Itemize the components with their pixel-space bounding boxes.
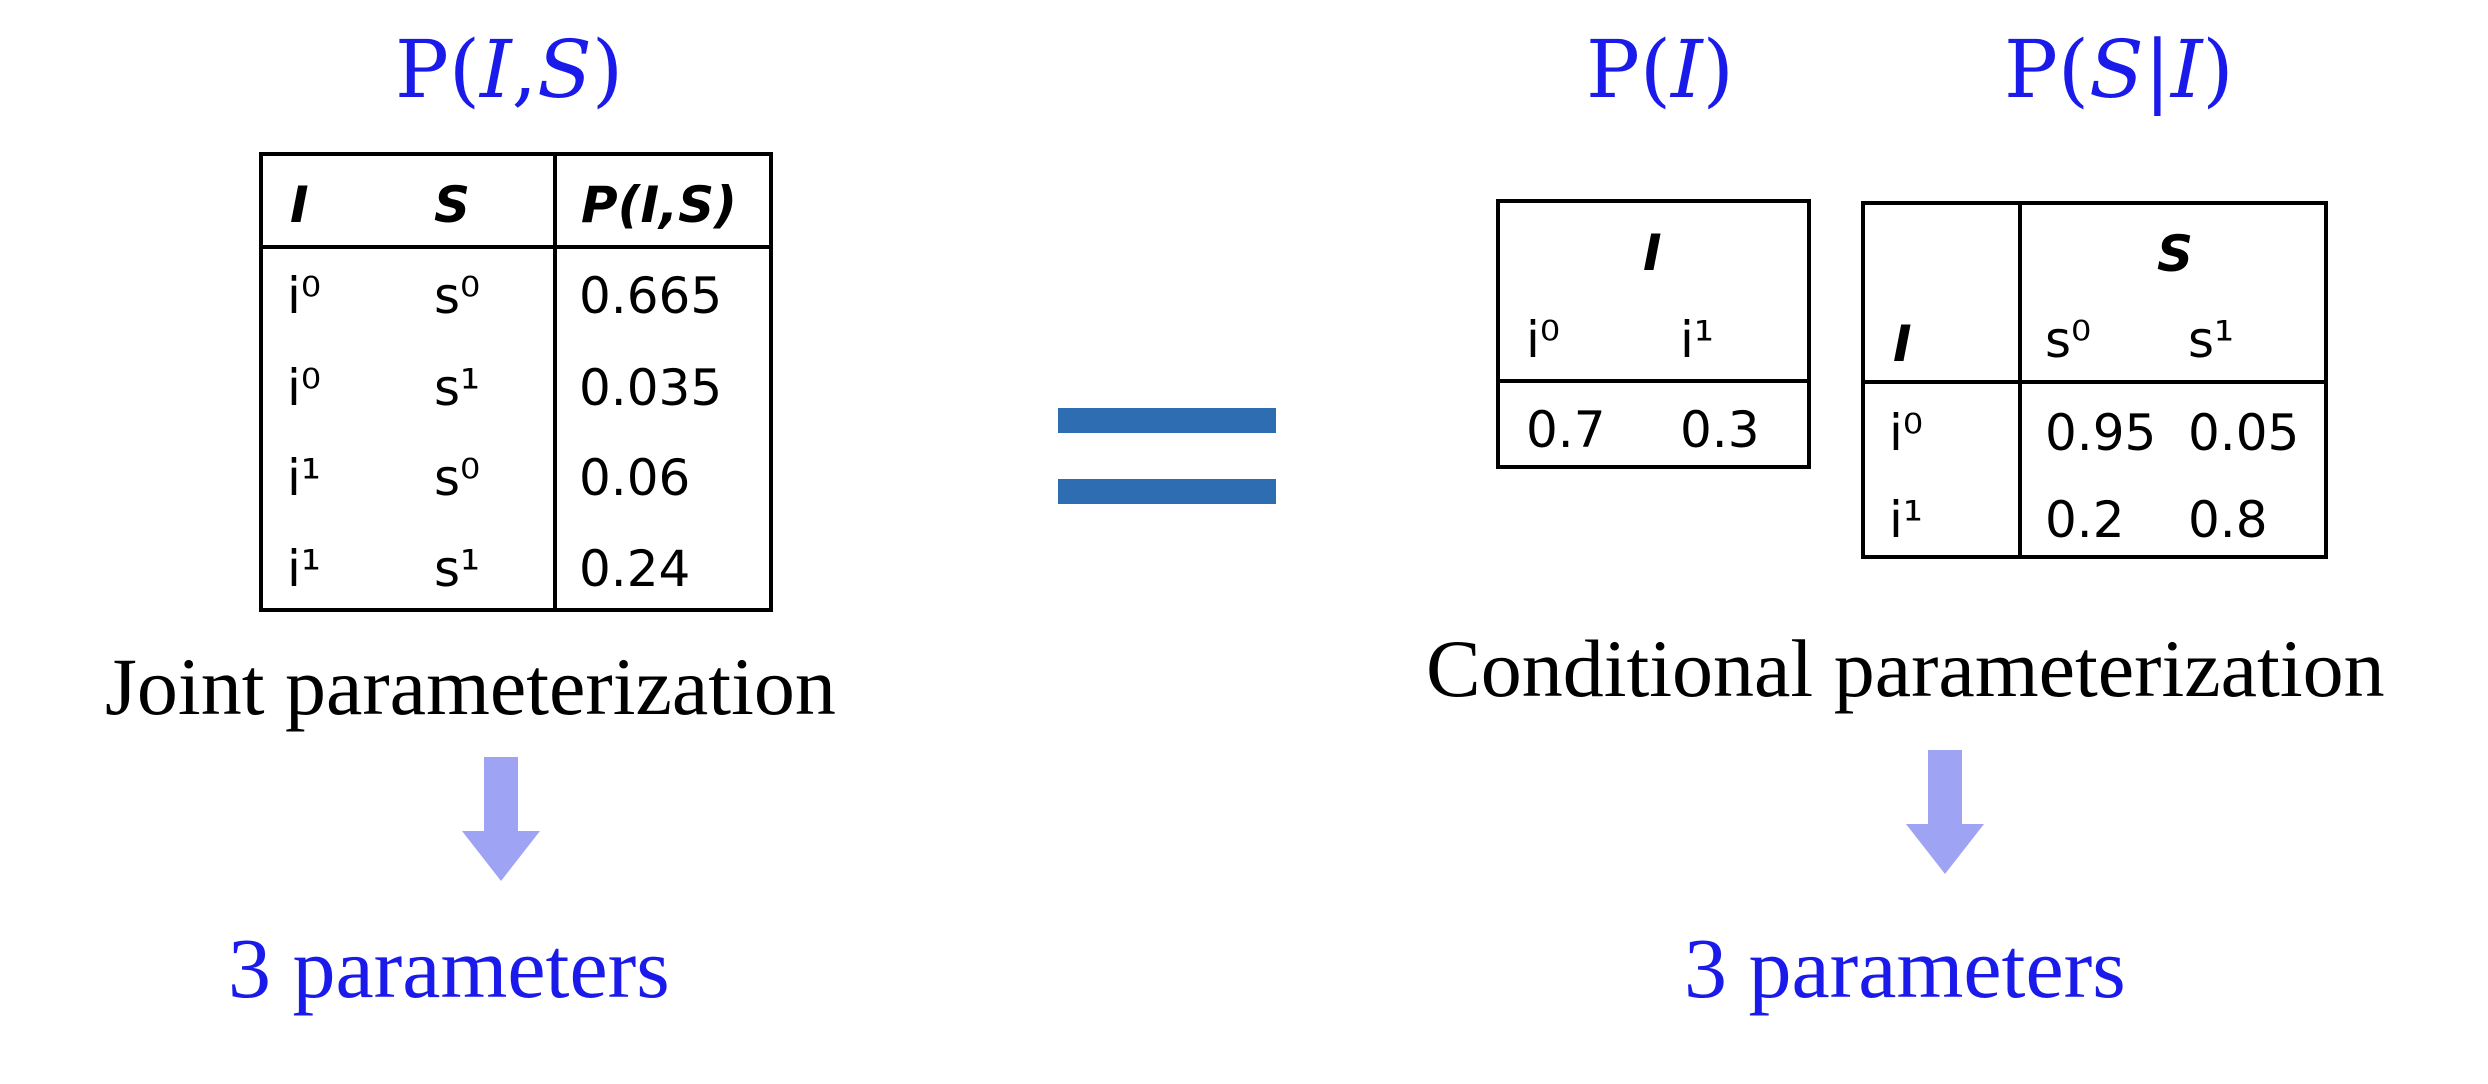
table-cell: 0.7 <box>1526 401 1606 459</box>
table-cell: s⁰ <box>434 267 481 325</box>
table-cell: i⁰ <box>1526 311 1560 369</box>
conditional-table: S I s⁰ s¹ i⁰ 0.95 0.05 i¹ 0.2 0.8 <box>1861 201 2328 559</box>
down-arrow-icon <box>462 757 540 881</box>
table-cell: 0.2 <box>2045 491 2125 549</box>
table-cell: 0.06 <box>579 449 691 507</box>
table-cell: 0.24 <box>579 540 691 598</box>
table-cell: i⁰ <box>287 359 321 417</box>
table-divider <box>553 156 557 608</box>
conditional-parameter-count: 3 parameters <box>1684 920 2126 1016</box>
table-cell: 0.665 <box>579 267 723 325</box>
formula-sep: , <box>511 23 538 116</box>
table-cell: i⁰ <box>1889 404 1923 462</box>
marginal-table: I i⁰ i¹ 0.7 0.3 <box>1496 199 1811 469</box>
header-i: I <box>290 176 309 234</box>
formula-var-i: I <box>2170 23 2203 116</box>
table-cell: i¹ <box>1680 311 1714 369</box>
table-divider <box>1865 380 2324 384</box>
table-divider <box>263 245 769 249</box>
joint-table: I S P(I,S) i⁰ s⁰ 0.665 i⁰ s¹ 0.035 i¹ s⁰… <box>259 152 773 612</box>
formula-var-s: S <box>2089 23 2144 116</box>
table-cell: s⁰ <box>2045 311 2092 369</box>
formula-prefix: P( <box>395 23 481 116</box>
formula-var-s: S <box>537 23 592 116</box>
joint-caption: Joint parameterization <box>105 641 836 732</box>
formula-sep: | <box>2143 23 2171 116</box>
table-cell: 0.95 <box>2045 404 2157 462</box>
table-cell: s¹ <box>434 359 481 417</box>
equals-sign-icon <box>1058 408 1276 504</box>
table-cell: s⁰ <box>434 449 481 507</box>
table-cell: i⁰ <box>287 267 321 325</box>
table-cell: 0.05 <box>2188 404 2300 462</box>
table-cell: s¹ <box>434 540 481 598</box>
table-cell: 0.3 <box>1680 401 1760 459</box>
table-divider <box>1500 379 1807 383</box>
formula-var-i: I <box>480 23 512 116</box>
table-cell: i¹ <box>287 449 321 507</box>
joint-formula: P(I,S) <box>395 30 623 110</box>
header-i: I <box>1643 224 1662 282</box>
formula-var-i: I <box>1671 23 1703 116</box>
formula-prefix: P( <box>2004 23 2090 116</box>
joint-parameter-count: 3 parameters <box>228 920 670 1016</box>
table-cell: i¹ <box>1889 491 1923 549</box>
table-cell: 0.035 <box>579 359 723 417</box>
formula-suffix: ) <box>1702 23 1734 116</box>
table-cell: 0.8 <box>2188 491 2268 549</box>
header-i: I <box>1893 315 1912 373</box>
header-s: S <box>434 176 471 234</box>
table-cell: s¹ <box>2188 311 2235 369</box>
marginal-formula: P(I) <box>1586 30 1734 110</box>
table-cell: i¹ <box>287 540 321 598</box>
formula-suffix: ) <box>591 23 624 116</box>
formula-suffix: ) <box>2202 23 2234 116</box>
conditional-formula: P(S|I) <box>2004 30 2234 110</box>
down-arrow-icon <box>1906 750 1984 874</box>
header-p: P(I,S) <box>581 176 737 234</box>
formula-prefix: P( <box>1586 23 1672 116</box>
conditional-caption: Conditional parameterization <box>1426 623 2385 714</box>
header-s: S <box>2157 225 2194 283</box>
